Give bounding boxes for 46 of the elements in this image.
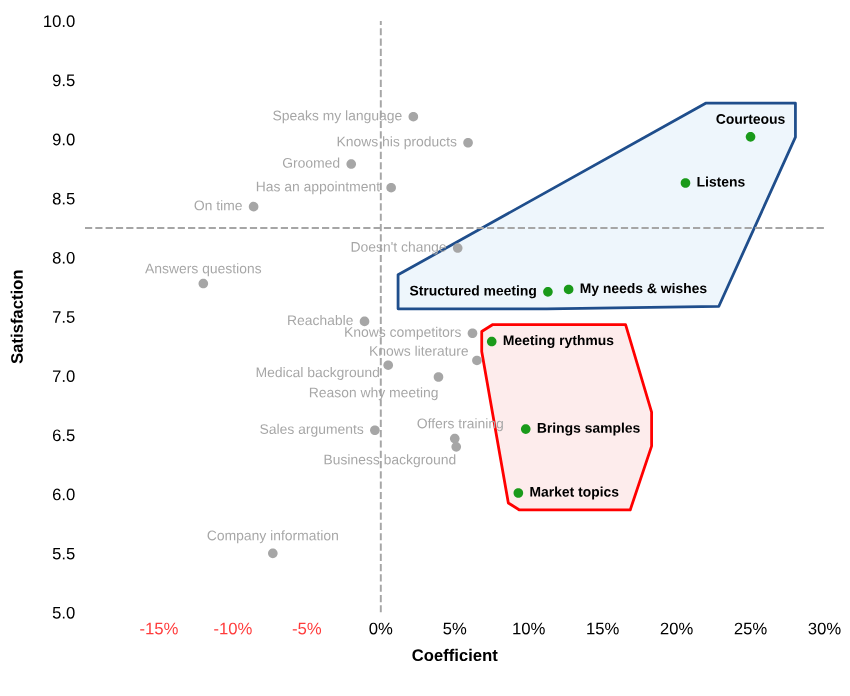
- point: [680, 178, 691, 188]
- point: [383, 360, 394, 370]
- x-tick-label: 0%: [369, 622, 393, 635]
- y-tick-label: 7.5: [52, 311, 75, 323]
- y-tick-label: 9.0: [52, 133, 75, 146]
- point: [248, 201, 259, 212]
- y-tick-label: 8.0: [52, 251, 75, 264]
- x-tick-label: 5%: [443, 622, 467, 635]
- point: [520, 424, 531, 434]
- y-tick-label: 8.5: [52, 192, 75, 205]
- point: [370, 425, 380, 436]
- y-tick-label: 7.0: [52, 370, 75, 383]
- y-axis-title: Satisfaction: [10, 270, 23, 364]
- y-tick-label: 6.0: [52, 488, 75, 501]
- point: [513, 488, 524, 498]
- y-tick-label: 5.0: [52, 606, 75, 619]
- point: [745, 132, 756, 142]
- point: [543, 287, 553, 297]
- point: [408, 111, 419, 122]
- y-tick-label: 5.5: [52, 547, 75, 560]
- point: [359, 316, 370, 327]
- point: [452, 243, 463, 253]
- x-axis-title: Coefficient: [412, 648, 498, 662]
- x-tick-label: 15%: [587, 622, 619, 635]
- point: [563, 284, 574, 295]
- y-tick-label: 10.0: [44, 15, 75, 28]
- point: [268, 548, 278, 559]
- x-tick-label: 30%: [808, 622, 841, 635]
- point: [451, 442, 462, 452]
- point: [486, 336, 497, 347]
- y-tick-label: 9.5: [52, 74, 75, 87]
- x-tick-label: 20%: [660, 622, 693, 635]
- y-tick-label: 6.5: [52, 429, 75, 442]
- point: [433, 372, 444, 382]
- point: [198, 278, 209, 289]
- point: [472, 355, 482, 366]
- point: [346, 159, 357, 169]
- x-tick-label: 25%: [734, 622, 767, 635]
- x-tick-label: -5%: [292, 622, 322, 635]
- x-tick-label: -15%: [140, 622, 178, 635]
- point: [463, 137, 473, 148]
- point: [467, 328, 478, 339]
- point: [386, 182, 396, 193]
- x-tick-label: -10%: [214, 622, 252, 635]
- point: [449, 433, 460, 444]
- x-tick-label: 10%: [513, 622, 545, 635]
